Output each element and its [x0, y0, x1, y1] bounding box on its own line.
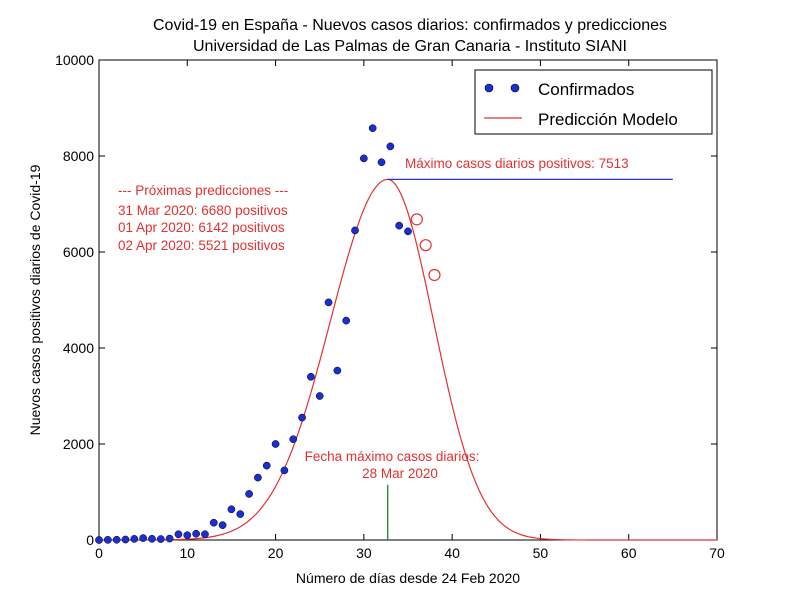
y-tick-label: 2000: [63, 436, 94, 452]
confirmed-point: [148, 534, 156, 543]
legend: Confirmados Predicción Modelo: [474, 69, 713, 135]
confirmed-point: [245, 490, 253, 498]
confirmed-point: [289, 435, 298, 444]
x-tick-label: 60: [621, 545, 637, 561]
confirmed-point: [236, 510, 245, 518]
prediction-point: [419, 239, 432, 252]
confirmed-point: [324, 298, 333, 307]
confirmed-point: [218, 521, 227, 529]
prediction-line-3: 02 Apr 2020: 5521 positivos: [118, 238, 285, 253]
confirmed-point: [201, 530, 209, 539]
confirmed-point: [165, 534, 174, 543]
max-cases-annotation: Máximo casos diarios positivos: 7513: [405, 156, 629, 171]
confirmed-point: [227, 505, 236, 514]
confirmed-point: [333, 366, 342, 375]
confirmed-point: [121, 535, 130, 544]
y-tick-label: 8000: [63, 148, 94, 164]
plot-area: [98, 59, 718, 541]
x-tick-label: 40: [444, 545, 460, 561]
confirmed-point: [156, 535, 165, 543]
confirmed-point: [298, 413, 306, 422]
confirmed-point: [368, 124, 377, 133]
confirmed-point: [315, 392, 324, 400]
confirmed-point: [262, 461, 271, 470]
legend-marker-confirmed-1: [484, 83, 494, 93]
confirmed-point: [139, 534, 147, 542]
legend-marker-confirmed-2: [510, 83, 520, 93]
confirmed-point: [342, 316, 351, 325]
x-tick-label: 10: [179, 545, 195, 561]
confirmed-point: [112, 535, 121, 544]
prediction-point: [410, 213, 423, 226]
confirmed-point: [271, 440, 280, 448]
confirmed-point: [183, 531, 192, 540]
x-axis-label: Número de días desde 24 Feb 2020: [296, 570, 520, 586]
legend-label-confirmed: Confirmados: [538, 80, 634, 99]
confirmed-point: [95, 536, 103, 544]
confirmed-point: [360, 154, 368, 163]
legend-label-model: Predicción Modelo: [538, 110, 678, 129]
peak-date-value: 28 Mar 2020: [362, 466, 438, 481]
y-tick-label: 4000: [63, 340, 94, 356]
prediction-point: [428, 268, 441, 282]
confirmed-point: [395, 221, 404, 230]
prediction-line-1: 31 Mar 2020: 6680 positivos: [118, 203, 288, 218]
y-axis-label: Nuevos casos positivos diarios de Covid-…: [27, 164, 43, 435]
confirmed-point: [351, 226, 359, 235]
confirmed-point: [404, 227, 412, 236]
chart-marks: [95, 124, 717, 544]
confirmed-point: [377, 158, 386, 167]
x-tick-label: 70: [709, 545, 725, 561]
annotations: Máximo casos diarios positivos: 7513 ---…: [118, 156, 629, 481]
legend-box: [474, 69, 713, 135]
axis-ticks: 0 10 20 30 40 50 60 70 0 2000 4000 6000 8000 10000: [55, 52, 725, 561]
y-tick-label: 6000: [63, 244, 94, 260]
confirmed-point: [174, 530, 183, 539]
x-tick-label: 0: [95, 545, 103, 561]
confirmed-point: [130, 535, 139, 543]
prediction-line-2: 01 Apr 2020: 6142 positivos: [118, 220, 285, 235]
y-tick-label: 10000: [55, 52, 94, 68]
confirmed-point: [192, 529, 200, 538]
confirmed-point: [307, 372, 315, 381]
model-prediction-curve: [99, 178, 717, 541]
confirmed-point: [280, 466, 289, 475]
confirmed-point: [386, 142, 395, 151]
x-tick-label: 20: [268, 545, 284, 561]
x-tick-label: 50: [533, 545, 549, 561]
confirmed-point: [209, 518, 218, 527]
predictions-header: --- Próximas predicciones ---: [118, 183, 288, 198]
chart-title: Covid-19 en España - Nuevos casos diario…: [153, 17, 667, 34]
confirmed-point: [103, 536, 112, 544]
confirmed-point: [254, 473, 262, 482]
y-tick-label: 0: [86, 532, 94, 548]
chart-subtitle: Universidad de Las Palmas de Gran Canari…: [193, 38, 627, 55]
peak-date-label: Fecha máximo casos diarios:: [305, 449, 480, 464]
x-tick-label: 30: [356, 545, 372, 561]
